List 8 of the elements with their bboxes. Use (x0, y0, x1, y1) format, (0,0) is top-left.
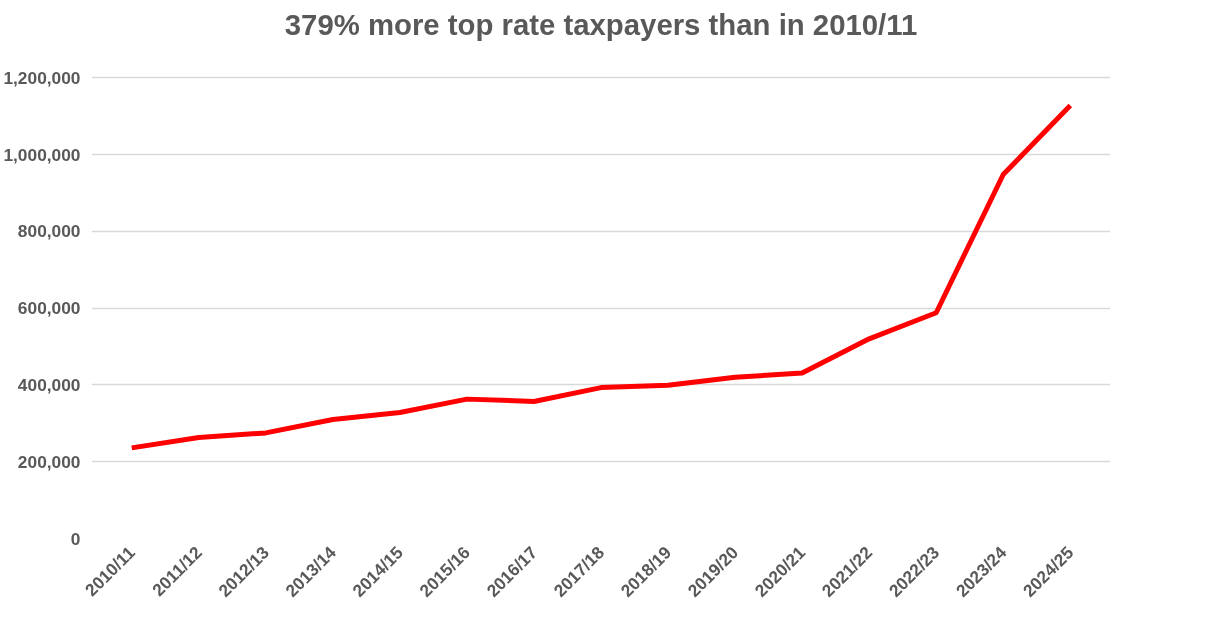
y-tick-label: 200,000 (17, 451, 81, 472)
y-tick-label: 1,000,000 (3, 144, 81, 165)
y-tick-label: 800,000 (17, 221, 81, 242)
y-tick-label: 400,000 (17, 374, 81, 395)
y-tick-label: 1,200,000 (3, 67, 81, 88)
chart-title: 379% more top rate taxpayers than in 2010/11 (284, 7, 918, 41)
y-tick-label: 600,000 (17, 298, 81, 319)
y-tick-label: 0 (70, 528, 81, 549)
